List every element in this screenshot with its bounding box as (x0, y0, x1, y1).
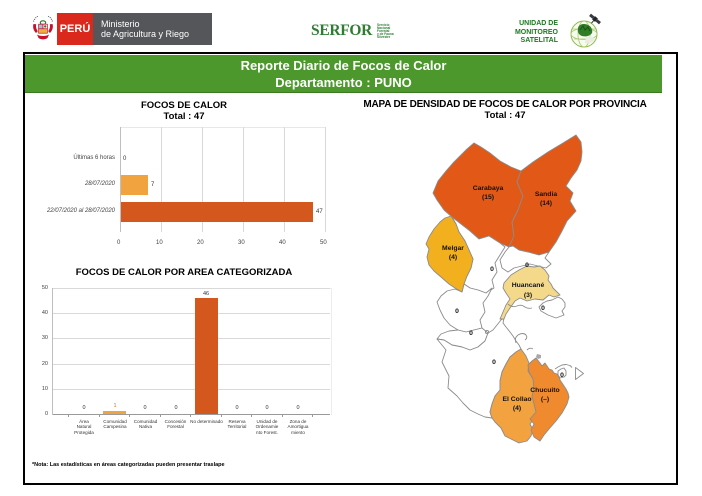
svg-text:0: 0 (560, 372, 564, 379)
svg-text:(14): (14) (540, 200, 552, 207)
svg-text:(3): (3) (524, 292, 532, 299)
svg-text:0: 0 (490, 266, 494, 273)
svg-text:El Collao: El Collao (502, 396, 531, 403)
svg-text:0: 0 (469, 330, 473, 337)
svg-text:(–): (–) (541, 396, 549, 403)
svg-text:(4): (4) (513, 405, 521, 412)
svg-text:0: 0 (492, 359, 496, 366)
svg-text:Huancané: Huancané (512, 282, 545, 289)
svg-text:Carabaya: Carabaya (473, 185, 504, 192)
svg-text:Sandia: Sandia (535, 191, 558, 198)
svg-text:0: 0 (541, 305, 545, 312)
svg-text:(4): (4) (449, 254, 457, 261)
svg-text:(15): (15) (482, 194, 494, 201)
svg-text:Chucuito: Chucuito (530, 387, 559, 394)
svg-text:Melgar: Melgar (442, 245, 464, 252)
svg-text:0: 0 (525, 262, 529, 269)
svg-text:0: 0 (455, 308, 459, 315)
